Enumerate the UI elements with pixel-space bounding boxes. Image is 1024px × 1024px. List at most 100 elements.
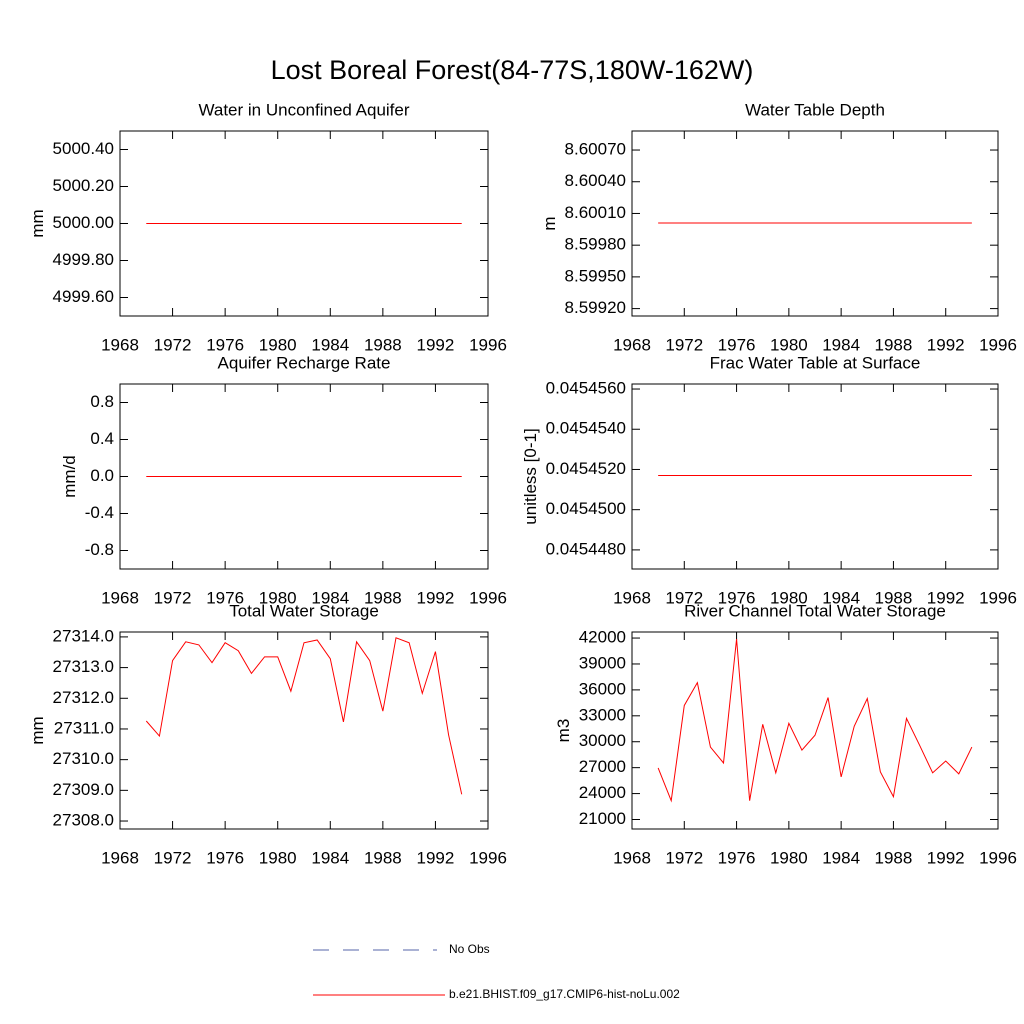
y-tick-label: 0.0: [90, 466, 114, 485]
x-tick-label: 1988: [875, 848, 913, 867]
x-tick-label: 1996: [469, 588, 507, 607]
x-tick-label: 1972: [665, 335, 703, 354]
y-tick-label: 0.0454560: [546, 379, 626, 398]
y-tick-label: -0.8: [85, 540, 114, 559]
x-tick-label: 1996: [469, 335, 507, 354]
y-axis-label: mm/d: [60, 455, 79, 498]
y-tick-label: -0.4: [85, 503, 114, 522]
y-tick-label: 8.60010: [565, 203, 626, 222]
data-line: [145, 637, 463, 795]
x-tick-label: 1980: [770, 335, 808, 354]
x-tick-label: 1984: [822, 588, 860, 607]
x-tick-label: 1996: [979, 848, 1017, 867]
x-tick-label: 1984: [311, 588, 349, 607]
x-tick-label: 1968: [613, 588, 651, 607]
y-tick-label: 8.59980: [565, 235, 626, 254]
x-tick-label: 1992: [417, 335, 455, 354]
panel-title: Water in Unconfined Aquifer: [198, 100, 409, 119]
x-tick-label: 1984: [311, 335, 349, 354]
x-tick-label: 1984: [311, 848, 349, 867]
y-tick-label: 5000.00: [53, 213, 114, 232]
x-tick-label: 1976: [718, 588, 756, 607]
y-axis-label: m3: [554, 719, 573, 743]
y-tick-label: 42000: [579, 628, 626, 647]
y-tick-label: 30000: [579, 731, 626, 750]
x-tick-label: 1972: [154, 588, 192, 607]
y-tick-label: 27312.0: [53, 688, 114, 707]
y-tick-label: 8.59950: [565, 266, 626, 285]
x-tick-label: 1988: [875, 335, 913, 354]
x-tick-label: 1992: [927, 848, 965, 867]
x-tick-label: 1988: [364, 848, 402, 867]
y-tick-label: 0.0454540: [546, 419, 626, 438]
panel-title: River Channel Total Water Storage: [684, 601, 946, 620]
y-tick-label: 27000: [579, 757, 626, 776]
x-tick-label: 1968: [101, 335, 139, 354]
y-tick-label: 27309.0: [53, 780, 114, 799]
y-tick-label: 0.0454480: [546, 539, 626, 558]
x-tick-label: 1996: [979, 588, 1017, 607]
x-tick-label: 1980: [770, 588, 808, 607]
x-tick-label: 1968: [101, 588, 139, 607]
y-tick-label: 0.4: [90, 429, 114, 448]
y-tick-label: 27314.0: [53, 626, 114, 645]
x-tick-label: 1988: [875, 588, 913, 607]
x-tick-label: 1976: [718, 848, 756, 867]
plot-frame: [631, 631, 999, 830]
data-line: [657, 638, 973, 803]
x-tick-label: 1988: [364, 588, 402, 607]
x-tick-label: 1972: [665, 848, 703, 867]
panel-title: Aquifer Recharge Rate: [218, 353, 391, 372]
x-tick-label: 1984: [822, 848, 860, 867]
y-tick-label: 8.60040: [565, 171, 626, 190]
x-tick-label: 1980: [259, 335, 297, 354]
y-axis-label: m: [540, 216, 559, 230]
plot-frame: [119, 631, 489, 830]
x-tick-label: 1996: [469, 848, 507, 867]
figure-title: Lost Boreal Forest(84-77S,180W-162W): [271, 55, 754, 85]
y-tick-label: 8.59920: [565, 298, 626, 317]
y-axis-label: mm: [28, 716, 47, 744]
y-tick-label: 5000.40: [53, 139, 114, 158]
x-tick-label: 1972: [665, 588, 703, 607]
x-tick-label: 1980: [770, 848, 808, 867]
x-tick-label: 1992: [417, 848, 455, 867]
y-tick-label: 8.60070: [565, 140, 626, 159]
x-tick-label: 1968: [613, 335, 651, 354]
y-tick-label: 27311.0: [54, 718, 114, 737]
x-tick-label: 1972: [154, 335, 192, 354]
plot-frame: [631, 130, 999, 317]
panel-title: Water Table Depth: [745, 100, 885, 119]
x-tick-label: 1988: [364, 335, 402, 354]
x-tick-label: 1972: [154, 848, 192, 867]
y-tick-label: 36000: [579, 679, 626, 698]
panel-title: Frac Water Table at Surface: [710, 353, 921, 372]
y-tick-label: 4999.60: [53, 287, 114, 306]
legend-label: No Obs: [449, 942, 490, 956]
y-tick-label: 0.8: [90, 392, 114, 411]
x-tick-label: 1980: [259, 588, 297, 607]
panel-title: Total Water Storage: [229, 601, 379, 620]
y-axis-label: unitless [0-1]: [521, 428, 540, 524]
y-tick-label: 24000: [579, 783, 626, 802]
x-tick-label: 1976: [718, 335, 756, 354]
y-tick-label: 0.0454500: [546, 499, 626, 518]
y-tick-label: 0.0454520: [546, 459, 626, 478]
x-tick-label: 1968: [613, 848, 651, 867]
y-tick-label: 39000: [579, 653, 626, 672]
y-tick-label: 4999.80: [53, 250, 114, 269]
y-tick-label: 5000.20: [53, 176, 114, 195]
x-tick-label: 1976: [206, 335, 244, 354]
x-tick-label: 1984: [822, 335, 860, 354]
legend-label: b.e21.BHIST.f09_g17.CMIP6-hist-noLu.002: [449, 987, 680, 1001]
y-tick-label: 27313.0: [53, 657, 114, 676]
plot-frame: [631, 383, 999, 570]
x-tick-label: 1996: [979, 335, 1017, 354]
y-tick-label: 33000: [579, 705, 626, 724]
x-tick-label: 1992: [927, 588, 965, 607]
x-tick-label: 1980: [259, 848, 297, 867]
y-tick-label: 27308.0: [53, 811, 114, 830]
x-tick-label: 1992: [927, 335, 965, 354]
x-tick-label: 1976: [206, 588, 244, 607]
